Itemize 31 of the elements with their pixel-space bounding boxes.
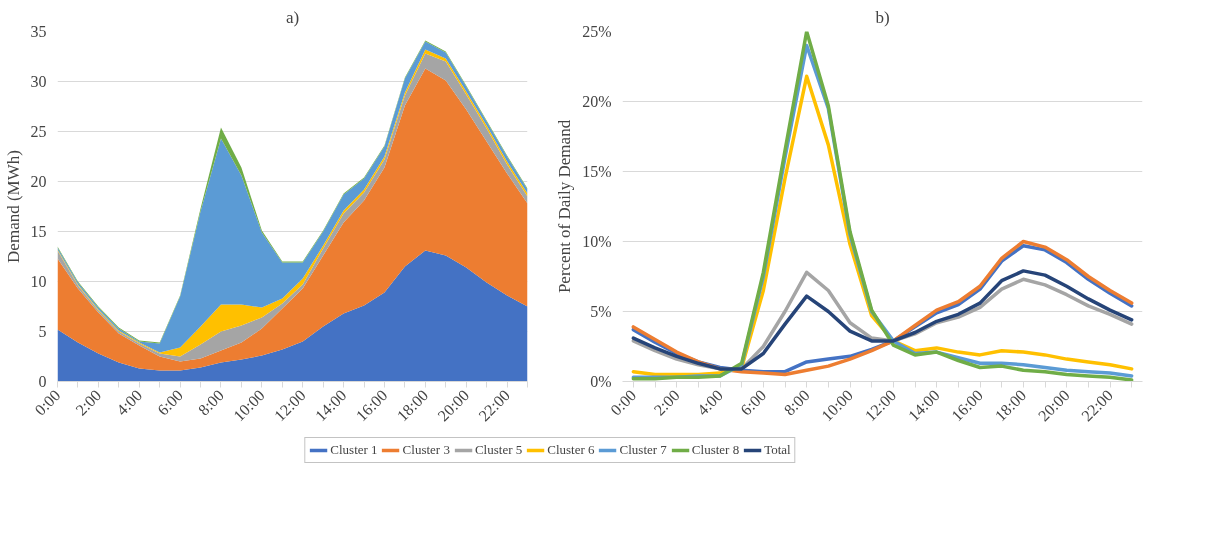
y-tick-label: 5%: [590, 303, 612, 320]
x-tick-label: 2:00: [650, 386, 683, 419]
x-tick-label: 8:00: [780, 386, 813, 419]
y-axis-title: Percent of Daily Demand: [555, 119, 575, 294]
legend-label: Cluster 6: [547, 442, 595, 458]
y-tick-label: 5: [38, 323, 47, 340]
chart-title: b): [875, 7, 890, 27]
legend-label: Cluster 5: [474, 442, 523, 458]
x-tick-label: 4:00: [113, 386, 146, 419]
x-tick-label: 6:00: [153, 386, 187, 419]
y-tick-label: 25%: [582, 23, 612, 40]
y-tick-label: 20%: [582, 93, 612, 110]
y-tick-label: 30: [30, 73, 47, 90]
y-tick-label: 15: [30, 223, 47, 240]
y-tick-label: 15%: [582, 163, 612, 180]
y-tick-label: 35: [30, 23, 47, 40]
x-tick-label: 8:00: [194, 386, 227, 419]
y-axis-title: Demand (MWh): [3, 150, 23, 263]
y-tick-label: 10: [30, 273, 47, 290]
legend-label: Total: [764, 442, 791, 458]
y-tick-label: 25: [30, 123, 47, 140]
legend-label: Cluster 7: [619, 442, 667, 458]
legend-label: Cluster 3: [402, 442, 450, 458]
x-tick-label: 4:00: [693, 386, 727, 419]
y-tick-label: 10%: [582, 233, 612, 250]
y-tick-label: 20: [30, 173, 47, 190]
x-tick-label: 2:00: [72, 386, 105, 419]
legend-label: Cluster 8: [691, 442, 740, 458]
chart-title: a): [285, 7, 300, 27]
legend-label: Cluster 1: [330, 442, 378, 458]
x-tick-label: 6:00: [737, 386, 770, 419]
